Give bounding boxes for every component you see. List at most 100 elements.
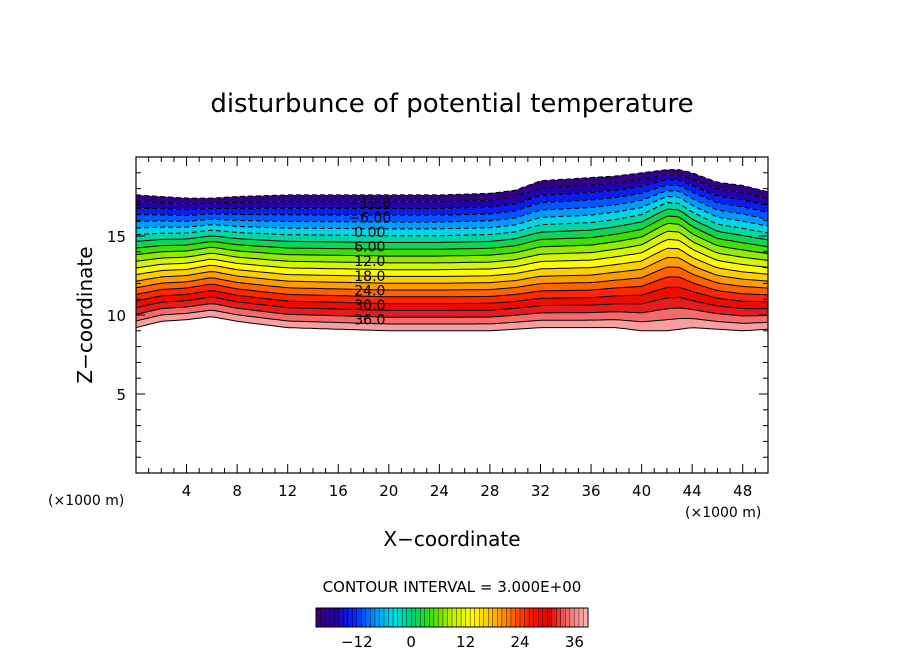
contour-line — [136, 190, 768, 223]
colorbar-cell — [578, 607, 584, 628]
contour-line — [136, 303, 768, 318]
colorbar-tick-label: 36 — [565, 633, 584, 651]
contour-label: −6.00 — [348, 211, 391, 227]
contour-line — [136, 195, 768, 230]
contour-label: 24.0 — [354, 283, 385, 299]
colorbar-cell — [411, 607, 417, 628]
colorbar-cell — [442, 607, 448, 628]
colorbar-cell — [492, 607, 498, 628]
contour-band — [136, 216, 768, 257]
colorbar-cell — [528, 607, 535, 628]
colorbar-tick-label: 24 — [510, 633, 529, 651]
colorbar-cell — [370, 607, 376, 628]
contour-band — [136, 185, 768, 223]
x-tick-label: 16 — [329, 482, 348, 500]
colorbar-cell — [406, 607, 412, 628]
contour-band — [136, 257, 768, 290]
contour-line — [136, 169, 768, 199]
colorbar-frame — [315, 607, 589, 628]
x-axis-label: X−coordinate — [383, 527, 520, 551]
x-tick-label: 44 — [683, 482, 702, 500]
colorbar-cell — [374, 607, 380, 628]
contour-label: 18.0 — [354, 269, 385, 285]
y-tick-label: 15 — [107, 228, 126, 246]
contour-lines — [136, 169, 768, 332]
contour-band — [136, 239, 768, 277]
contour-line — [136, 309, 768, 325]
x-tick-label: 20 — [379, 482, 398, 500]
x-tick-label: 48 — [733, 482, 752, 500]
contour-line — [136, 179, 768, 211]
contour-band — [136, 287, 768, 311]
contour-line — [136, 286, 768, 305]
contour-band — [136, 310, 768, 331]
contour-line — [136, 230, 768, 264]
colorbar-cell — [510, 607, 516, 628]
colorbar-cell — [479, 607, 485, 628]
colorbar-tick-label: −12 — [341, 633, 373, 651]
colorbar-tick-label: 0 — [406, 633, 416, 651]
contour-bands — [136, 169, 768, 331]
contour-line — [136, 256, 768, 284]
x-tick-label: 32 — [531, 482, 550, 500]
colorbar-cell — [569, 607, 575, 628]
colorbar-cell — [397, 607, 403, 628]
contour-label: −12.0 — [348, 196, 391, 212]
colorbar-cell — [515, 607, 521, 628]
x-tick-label: 36 — [581, 482, 600, 500]
colorbar-cell — [365, 607, 371, 628]
contour-line — [136, 208, 768, 243]
contour-band — [136, 267, 768, 297]
contour-line — [136, 222, 768, 257]
colorbar-cell — [324, 607, 331, 628]
contour-line — [136, 238, 768, 271]
colorbar-cell — [429, 607, 435, 628]
contour-band — [136, 190, 768, 229]
contour-band — [136, 248, 768, 284]
colorbar-cell — [469, 607, 476, 628]
contour-label: 6.00 — [354, 240, 385, 256]
contour-line — [136, 174, 768, 205]
contour-line — [136, 276, 768, 298]
colorbar-cell — [379, 607, 385, 628]
y-tick-label: 5 — [116, 386, 126, 404]
contour-line — [136, 202, 768, 237]
contour-band — [136, 303, 768, 324]
colorbar-cell — [533, 607, 539, 628]
colorbar-cell — [433, 607, 439, 628]
contour-line — [136, 266, 768, 291]
x-unit-label-right: (×1000 m) — [685, 505, 761, 521]
contour-band — [136, 223, 768, 263]
colorbar-cell — [347, 607, 353, 628]
colorbar-cell — [333, 607, 340, 628]
colorbar-cell — [501, 607, 507, 628]
contour-interval: CONTOUR INTERVAL = 3.000E+00 — [323, 578, 582, 596]
contour-band — [136, 231, 768, 270]
x-tick-label: 8 — [232, 482, 242, 500]
y-axis-label: Z−coordinate — [73, 246, 97, 383]
colorbar-cell — [356, 607, 362, 628]
contour-line — [136, 215, 768, 250]
contour-label: 12.0 — [354, 254, 385, 270]
colorbar: −12 0 12 24 36 — [315, 607, 589, 651]
colorbar-cell — [456, 607, 462, 628]
colorbar-cell — [542, 607, 548, 628]
colorbar-cell — [383, 607, 390, 628]
contour-line — [136, 184, 768, 217]
colorbar-cell — [401, 607, 408, 628]
colorbar-cell — [388, 607, 394, 628]
colorbar-cell — [361, 607, 367, 628]
colorbar-cell — [451, 607, 458, 628]
colorbar-cell — [420, 607, 426, 628]
colorbar-cell — [556, 607, 562, 628]
colorbar-cell — [474, 607, 480, 628]
contour-band — [136, 169, 768, 204]
colorbar-cell — [488, 607, 494, 628]
colorbar-cell — [547, 607, 553, 628]
contour-label: 30.0 — [354, 298, 385, 314]
x-tick-label: 12 — [278, 482, 297, 500]
colorbar-cell — [574, 607, 580, 628]
